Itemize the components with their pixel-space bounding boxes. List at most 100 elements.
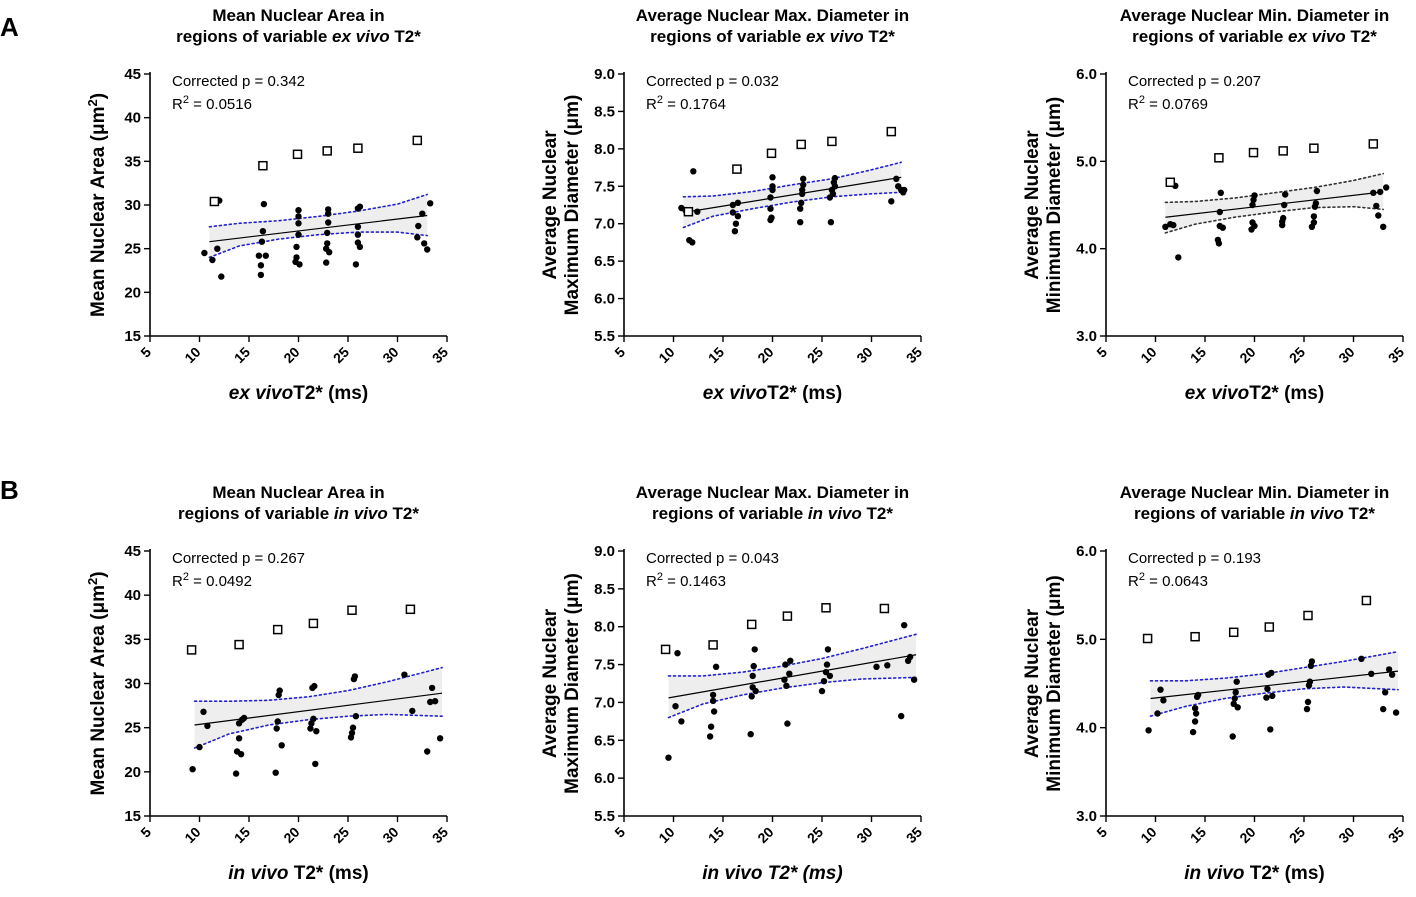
chart-b-1-ci-upper-line [193,666,443,703]
chart-b-1-reference-marker [405,604,416,615]
chart-b-3-reference-marker [1303,610,1313,621]
chart-a-1-data-point [255,252,263,259]
chart-b-1-data-point [424,748,431,755]
chart-a-3-data-point [1281,201,1288,209]
chart-b-1-data-point [273,725,280,732]
chart-a-2-data-point [729,201,737,209]
chart-a-3-x-tick-label: 35 [1385,344,1407,366]
chart-a-2-reference-marker [796,139,806,150]
chart-b-3-reference-marker [1361,595,1372,606]
chart-b-3-data-point [1191,705,1199,712]
chart-b-1-data-point [196,743,203,751]
chart-a-2-p-value: Corrected p = 0.032 [646,73,779,90]
chart-a-3-regression-line [1165,191,1384,218]
chart-a-1-reference-marker [258,160,268,171]
chart-a-1-data-point [201,249,208,257]
chart-a-1-y-label: Mean Nuclear Area (μm2) [85,93,110,317]
chart-b-1-data-point [349,724,357,731]
chart-a-2: Average Nuclear Max. Diameter in regions … [540,6,925,404]
chart-a-1-y-tick-label: 15 [124,328,141,345]
chart-a-1-x-label: ex vivoT2* (ms) [229,383,368,404]
chart-a-3-x-tick-label: 20 [1236,344,1258,366]
chart-a-3-data-point [1310,213,1318,220]
chart-a-1-data-point [257,262,265,269]
chart-a-1-x-tick-label: 15 [231,344,253,366]
chart-b-2-data-point [749,672,756,680]
chart-b-2-data-point [818,687,826,695]
chart-b-3: Average Nuclear Min. Diameter in regions … [1022,483,1407,884]
chart-b-3-y-tick-label: 4.0 [1076,720,1097,737]
chart-b-1: Mean Nuclear Area in regions of variable … [85,483,452,884]
chart-b-1-x-tick-label: 10 [181,824,203,846]
chart-b-3-data-point [1268,669,1275,677]
chart-b-1-x-tick-label: 35 [429,824,451,846]
chart-b-3-x-tick-label: 35 [1385,824,1407,846]
chart-a-3-data-point [1251,192,1258,199]
chart-a-3-data-point [1249,201,1256,209]
chart-a-3-p-value: Corrected p = 0.207 [1128,73,1261,90]
chart-b-1-data-point [310,715,317,722]
chart-b-2-x-tick-label: 35 [903,824,925,846]
chart-b-1-data-point [189,766,196,773]
chart-a-1: Mean Nuclear Area in regions of variable … [85,6,452,404]
chart-b-3-data-point [1304,698,1312,706]
chart-b-1-confidence-band [194,667,443,748]
chart-a-3: Average Nuclear Min. Diameter in regions … [1022,6,1407,404]
chart-a-2-reference-marker [886,126,897,137]
chart-b-1-data-point [427,698,434,706]
chart-b-2-data-point [783,682,790,689]
chart-b-1-data-point [401,671,408,678]
chart-a-2-data-point [831,183,839,190]
chart-a-3-reference-marker [1278,146,1288,156]
chart-a-3-data-point [1162,223,1169,230]
chart-b-2-p-value: Corrected p = 0.043 [646,550,779,567]
chart-a-3-data-point [1375,212,1382,219]
chart-b-2-x-label: in vivo T2* (ms) [702,863,842,884]
chart-a-3-data-point [1280,214,1287,222]
chart-a-2-data-point [798,199,805,206]
chart-b-1-x-tick-label: 30 [379,824,401,846]
chart-b-3-reference-marker [1228,627,1239,638]
chart-b-2-x-tick-label: 30 [853,824,875,846]
chart-b-1-data-point [348,729,356,737]
chart-b-3-x-tick-label: 30 [1335,824,1357,846]
chart-a-3-title: Average Nuclear Min. Diameter in [1120,6,1390,25]
chart-a-3-x-tick-label: 25 [1286,344,1308,366]
chart-b-3-data-point [1233,678,1240,685]
chart-b-1-y-tick-label: 25 [124,720,141,737]
chart-b-2-reference-marker [782,611,793,621]
chart-b-1-data-point [311,682,318,690]
chart-a-1-data-point [214,245,221,252]
chart-b-2-data-point [781,676,788,683]
chart-a-1-data-point [419,210,426,217]
chart-b-2-x-tick-label: 15 [705,824,727,846]
chart-a-1-x-tick-label: 35 [429,344,451,366]
chart-b-3-data-point [1229,733,1236,740]
chart-b-1-title: Mean Nuclear Area in [212,483,384,502]
chart-a-2-x-tick-label: 35 [903,344,925,366]
chart-a-3-data-point [1373,202,1380,210]
chart-a-2-x-tick-label: 10 [655,344,677,366]
chart-a-2-data-point [797,219,804,226]
chart-a-1-p-value: Corrected p = 0.342 [172,73,305,90]
chart-b-3-data-point [1269,692,1276,700]
chart-a-1-x-tick-label: 20 [280,344,302,366]
chart-a-2-reference-marker [827,136,837,147]
chart-a-3-data-point [1216,208,1224,216]
chart-b-3-data-point [1192,710,1200,717]
chart-b-2-x-tick-label: 25 [804,824,826,846]
chart-b-2-y-tick-label: 9.0 [594,543,615,560]
chart-b-1-x-label: in vivo T2* (ms) [228,863,368,884]
chart-b-2-data-point [787,657,794,664]
chart-a-2-data-point [689,239,696,246]
chart-a-1-y-tick-label: 35 [124,153,141,170]
chart-a-1-y-tick-label: 20 [124,284,141,301]
chart-a-3-data-point [1251,222,1258,230]
chart-b-1-y-tick-label: 30 [124,676,141,693]
chart-a-1-data-point [427,200,434,207]
chart-a-3-data-point [1312,200,1320,207]
chart-a-1-data-point [259,228,267,235]
chart-a-3-data-point [1377,188,1384,196]
chart-b-2-data-point [709,691,717,699]
chart-b-1-data-point [428,684,436,692]
